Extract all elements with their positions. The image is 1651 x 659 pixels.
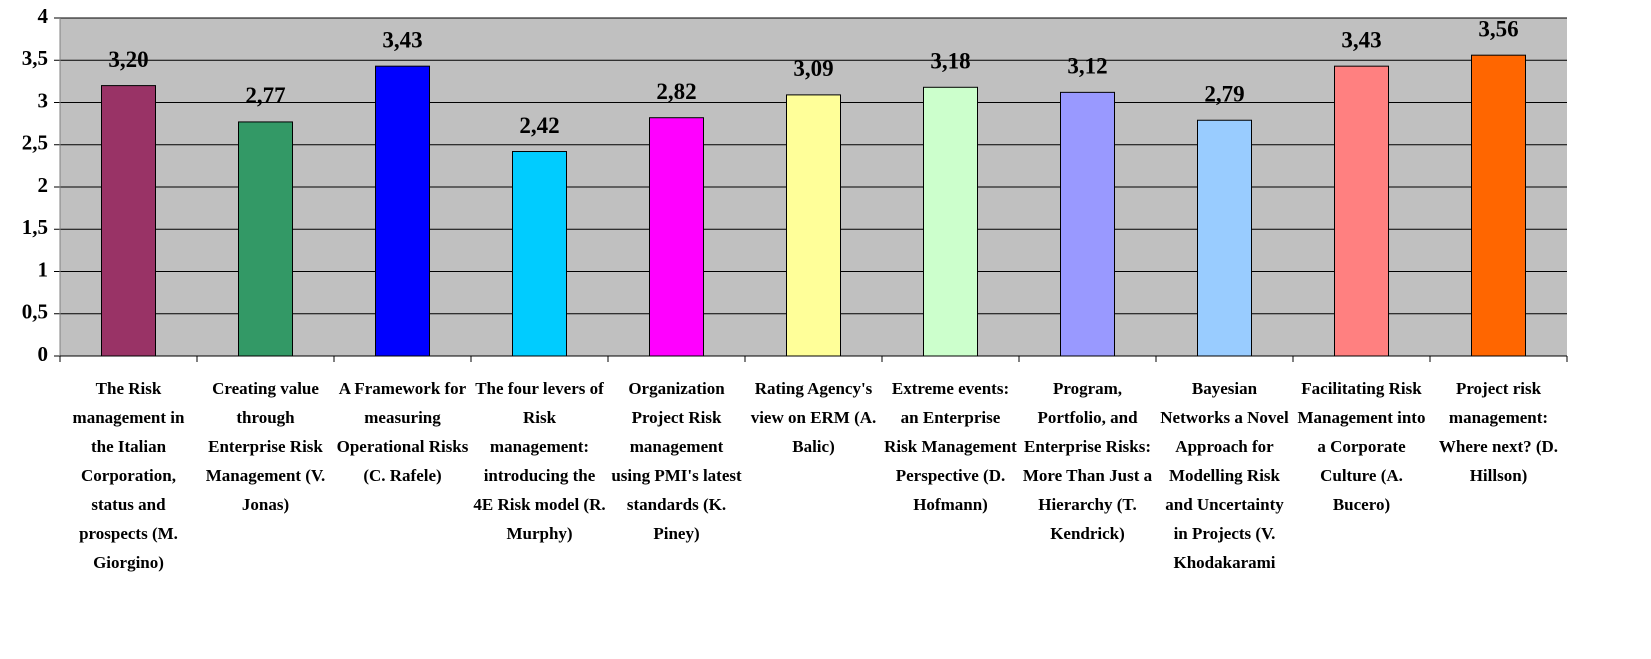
bar bbox=[649, 117, 704, 357]
y-tick-label: 3,5 bbox=[22, 46, 48, 70]
x-tick-label: Extreme events: an Enterprise Risk Manag… bbox=[884, 379, 1017, 514]
x-tick-label: The Risk management in the Italian Corpo… bbox=[72, 379, 185, 572]
y-tick-label: 1,5 bbox=[22, 215, 48, 239]
bar bbox=[1471, 54, 1526, 357]
value-label: 3,12 bbox=[1067, 54, 1107, 79]
y-tick-label: 0 bbox=[38, 342, 49, 366]
bar bbox=[101, 85, 156, 357]
bar bbox=[512, 151, 567, 357]
y-tick-label: 2 bbox=[38, 173, 49, 197]
value-label: 3,18 bbox=[930, 49, 970, 74]
x-tick-label: Creating value through Enterprise Risk M… bbox=[205, 379, 326, 514]
value-label: 3,43 bbox=[382, 27, 422, 52]
y-tick-label: 0,5 bbox=[22, 300, 48, 324]
y-tick-label: 1 bbox=[38, 257, 49, 281]
value-label: 3,43 bbox=[1341, 27, 1381, 52]
x-tick-label: A Framework for measuring Operational Ri… bbox=[336, 379, 469, 485]
y-tick-label: 2,5 bbox=[22, 131, 48, 155]
bar bbox=[238, 121, 293, 357]
bar bbox=[786, 94, 841, 357]
x-tick-label: Bayesian Networks a Novel Approach for M… bbox=[1160, 379, 1289, 572]
x-tick-label: Organization Project Risk management usi… bbox=[611, 379, 742, 543]
bar bbox=[375, 65, 430, 357]
y-tick-label: 3 bbox=[38, 88, 49, 112]
bar bbox=[1197, 119, 1252, 357]
bar bbox=[1334, 65, 1389, 357]
x-tick-label: The four levers of Risk management: intr… bbox=[473, 379, 606, 543]
value-label: 3,20 bbox=[108, 47, 148, 72]
x-tick-label: Program, Portfolio, and Enterprise Risks… bbox=[1022, 379, 1153, 543]
bar bbox=[1060, 91, 1115, 357]
value-label: 2,82 bbox=[656, 79, 696, 104]
value-label: 2,77 bbox=[245, 83, 285, 108]
value-label: 2,42 bbox=[519, 113, 559, 138]
value-label: 3,09 bbox=[793, 56, 833, 81]
x-tick-label: Facilitating Risk Management into a Corp… bbox=[1297, 379, 1426, 514]
value-label: 3,56 bbox=[1478, 16, 1518, 41]
x-tick-label: Project risk management: Where next? (D.… bbox=[1438, 379, 1559, 485]
bar bbox=[923, 86, 978, 357]
x-tick-label: Rating Agency's view on ERM (A. Balic) bbox=[750, 379, 877, 456]
y-tick-label: 4 bbox=[38, 4, 49, 28]
value-label: 2,79 bbox=[1204, 82, 1244, 107]
